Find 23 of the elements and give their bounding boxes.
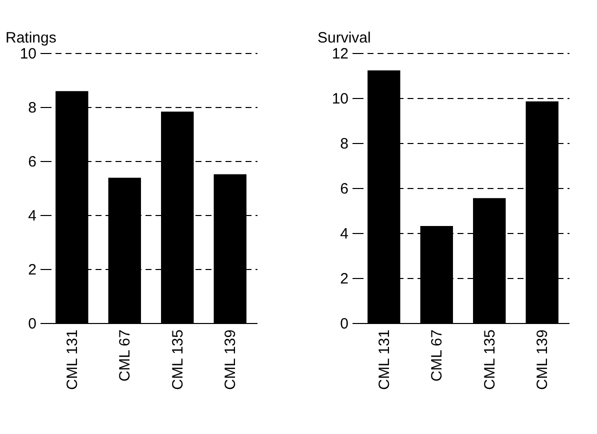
y-axis-title: Ratings	[6, 30, 56, 46]
y-tick-label: 2	[340, 270, 348, 288]
y-tick-label: 6	[340, 180, 348, 198]
x-tick-label: CML 67	[428, 330, 446, 382]
y-tick-label: 10	[20, 46, 36, 62]
y-tick-label: 0	[340, 316, 348, 332]
y-tick-label: 0	[28, 316, 36, 332]
y-tick-label: 12	[332, 46, 348, 62]
y-tick-label: 8	[28, 100, 36, 116]
y-tick-label: 10	[332, 90, 348, 108]
y-tick-label: 4	[340, 226, 348, 242]
y-axis-title: Survival	[318, 30, 371, 46]
x-tick-label: CML 67	[116, 330, 134, 382]
x-tick-label: CML 139	[222, 330, 240, 390]
y-tick-label: 4	[28, 208, 36, 224]
x-tick-label: CML 139	[534, 330, 552, 390]
x-tick-label: CML 131	[376, 330, 393, 390]
x-tick-label: CML 135	[481, 330, 498, 390]
x-tick-label: CML 131	[64, 330, 81, 390]
y-tick-label: 8	[340, 136, 348, 152]
y-tick-label: 2	[28, 262, 36, 278]
x-tick-label: CML 135	[169, 330, 186, 390]
y-tick-label: 6	[28, 154, 36, 170]
